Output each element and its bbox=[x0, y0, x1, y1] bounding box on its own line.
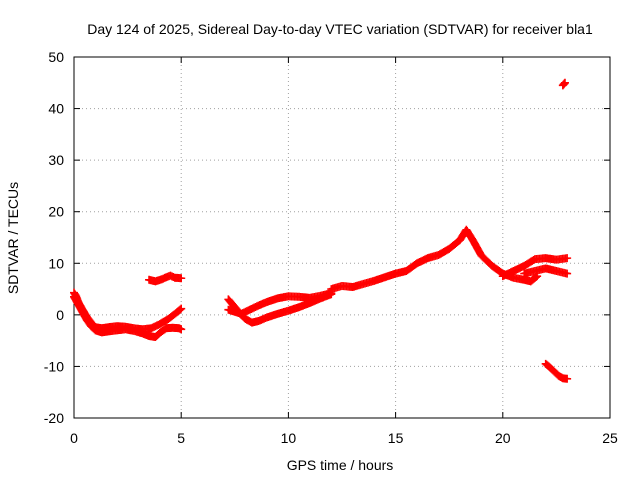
x-tick-label: 25 bbox=[602, 430, 618, 446]
data-point bbox=[563, 374, 572, 383]
y-tick-label: 40 bbox=[48, 101, 64, 117]
data-point bbox=[177, 304, 186, 313]
y-tick-label: 0 bbox=[56, 307, 64, 323]
x-tick-label: 5 bbox=[177, 430, 185, 446]
grid-lines bbox=[74, 57, 610, 418]
plot-frame bbox=[73, 56, 611, 419]
data-point bbox=[560, 78, 569, 87]
x-tick-label: 15 bbox=[388, 430, 404, 446]
data-point bbox=[563, 269, 572, 278]
x-tick-label: 20 bbox=[495, 430, 511, 446]
y-tick-label: -10 bbox=[44, 358, 64, 374]
y-axis-label: SDTVAR / TECUs bbox=[5, 182, 21, 294]
x-axis-label: GPS time / hours bbox=[287, 457, 394, 473]
axis-ticks: 0 5 10 15 20 25 -20 -10 0 10 20 30 40 50 bbox=[44, 49, 618, 446]
x-tick-label: 0 bbox=[70, 430, 78, 446]
y-tick-label: 10 bbox=[48, 255, 64, 271]
x-tick-label: 10 bbox=[281, 430, 297, 446]
data-point bbox=[177, 325, 186, 334]
data-point bbox=[177, 274, 186, 283]
y-tick-label: 20 bbox=[48, 204, 64, 220]
data-point bbox=[176, 305, 185, 314]
data-point bbox=[563, 254, 572, 263]
chart-title: Day 124 of 2025, Sidereal Day-to-day VTE… bbox=[87, 21, 593, 37]
y-tick-label: 50 bbox=[48, 49, 64, 65]
data-points bbox=[70, 78, 572, 383]
y-tick-label: 30 bbox=[48, 152, 64, 168]
y-tick-label: -20 bbox=[44, 410, 64, 426]
